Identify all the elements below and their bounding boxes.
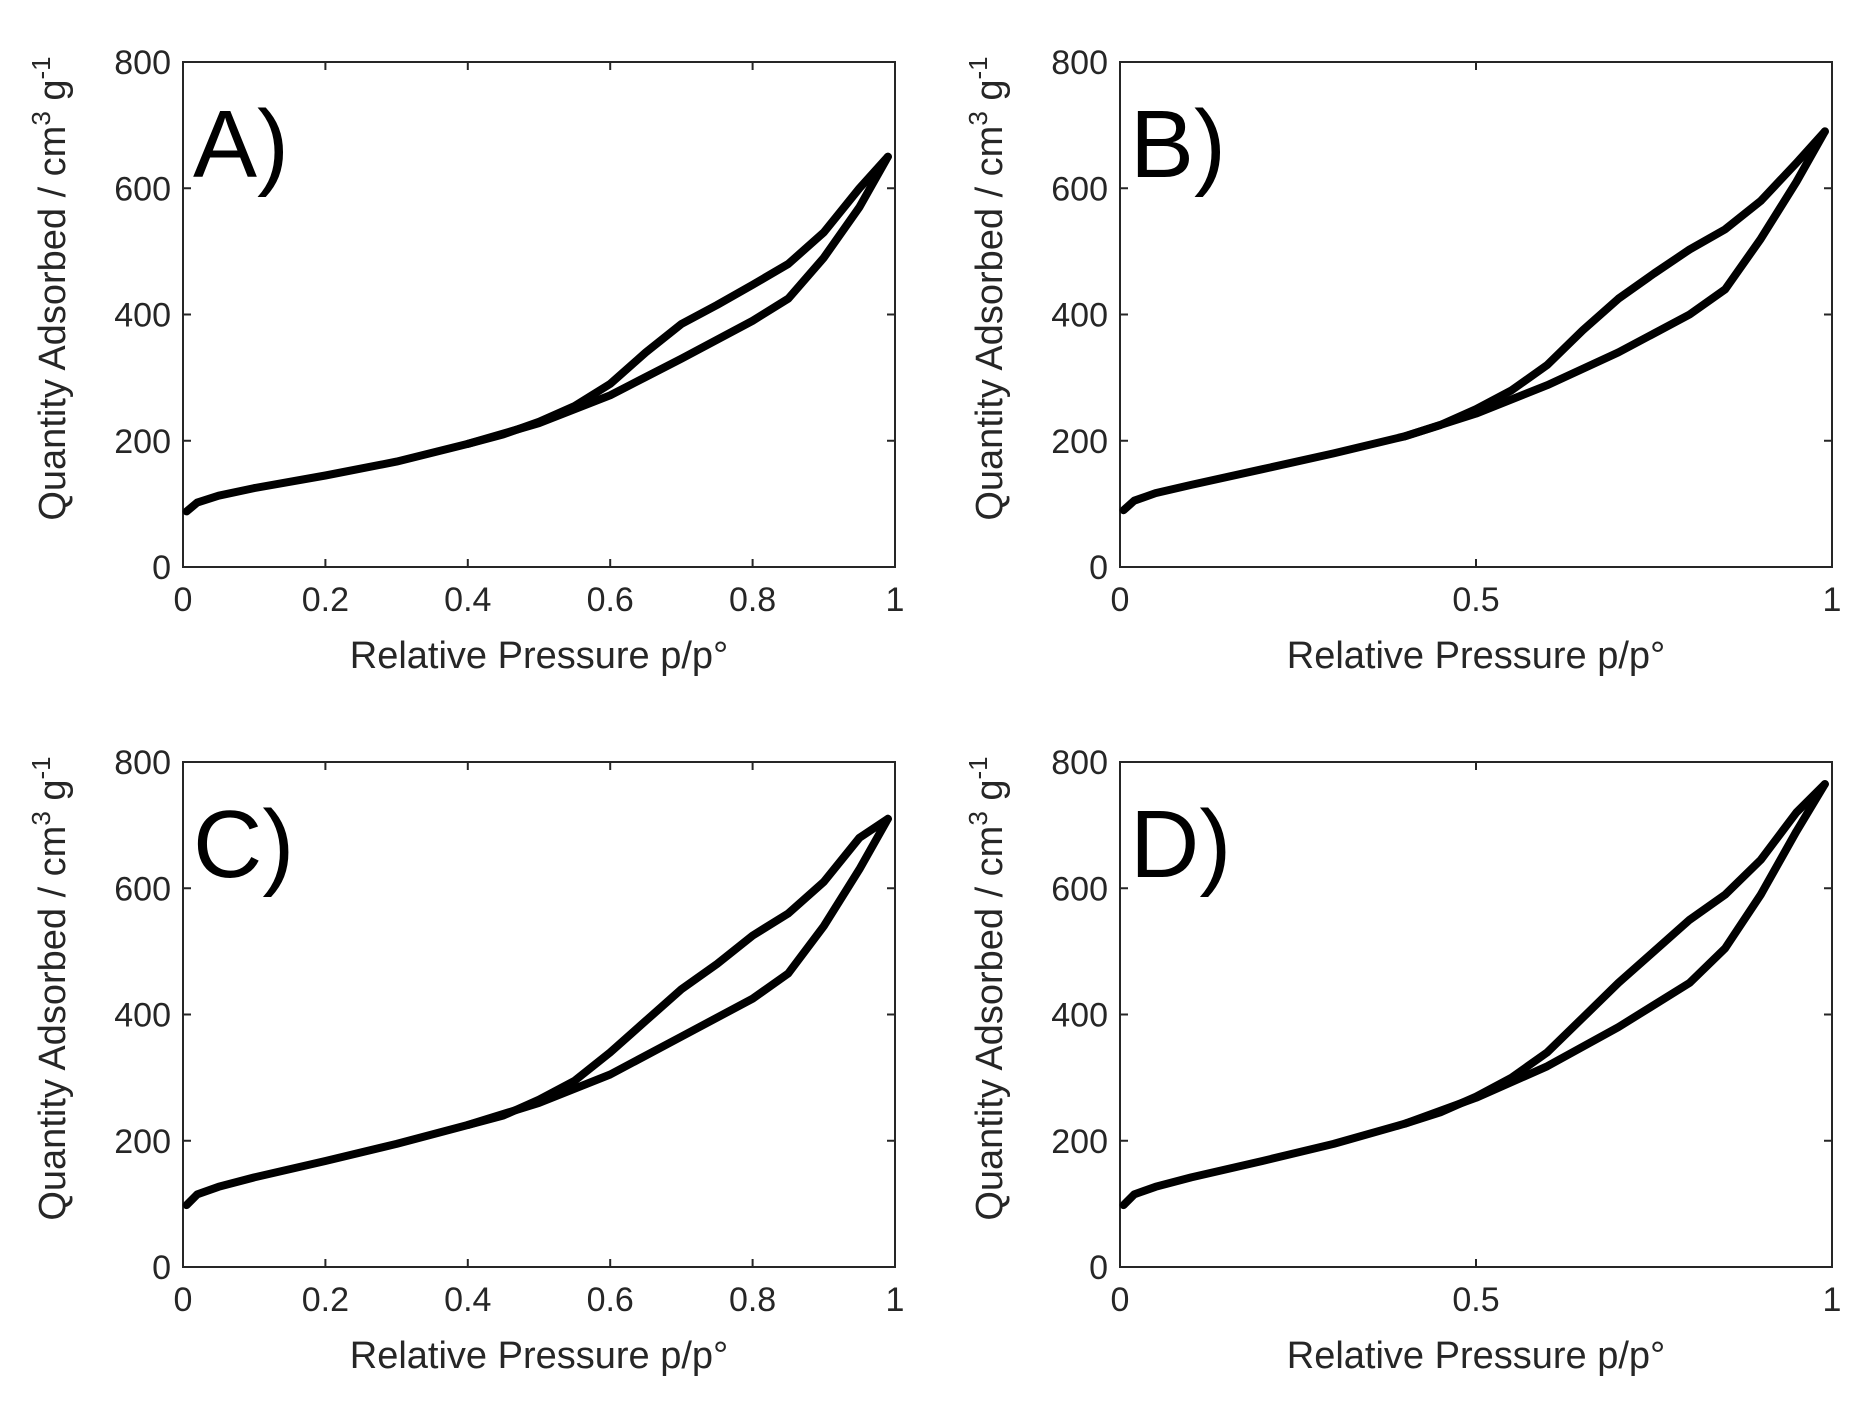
x-tick-label: 0 — [174, 1281, 193, 1319]
x-tick-label: 0 — [174, 581, 193, 619]
y-axis-label-main: Quantity Adsorbed / cm — [969, 126, 1011, 521]
desorption-series-line — [1400, 780, 1829, 1128]
y-tick-label: 800 — [114, 744, 171, 782]
x-tick-label: 0 — [1111, 581, 1130, 619]
x-tick-label: 0.5 — [1452, 1281, 1499, 1319]
y-axis-label-main: Quantity Adsorbed / cm — [32, 826, 74, 1221]
panel-label: D) — [1130, 791, 1231, 898]
y-axis-label-sup-neg1: -1 — [26, 756, 56, 779]
y-tick-label: 400 — [114, 997, 171, 1035]
desorption-series-line — [463, 814, 892, 1129]
y-tick-label: 200 — [114, 423, 171, 461]
y-axis-label-sup-neg1: -1 — [963, 56, 993, 79]
y-axis-label-sup-3: 3 — [963, 111, 993, 125]
y-axis-label-sup-3: 3 — [26, 811, 56, 825]
y-tick-label: 600 — [1051, 870, 1108, 908]
x-tick-label: 0.5 — [1452, 581, 1499, 619]
y-axis-label: Quantity Adsorbed / cm3 g-1 — [963, 56, 1011, 520]
y-axis-label-main: Quantity Adsorbed / cm — [32, 126, 74, 521]
adsorption-series-line — [1119, 127, 1829, 515]
x-axis-label: Relative Pressure p/p° — [1287, 1335, 1665, 1377]
y-axis-label-sup-3: 3 — [963, 811, 993, 825]
y-axis-label-unit: g — [969, 779, 1011, 811]
x-tick-label: 1 — [886, 581, 905, 619]
y-tick-label: 200 — [114, 1123, 171, 1161]
y-tick-label: 600 — [1051, 170, 1108, 208]
adsorption-series-line — [182, 152, 892, 516]
y-tick-label: 400 — [1051, 997, 1108, 1035]
desorption-series-line — [463, 152, 892, 448]
y-axis-label: Quantity Adsorbed / cm3 g-1 — [26, 56, 74, 520]
x-tick-label: 0.8 — [729, 581, 776, 619]
y-tick-label: 200 — [1051, 423, 1108, 461]
x-tick-label: 0.2 — [302, 1281, 349, 1319]
y-tick-label: 0 — [152, 549, 171, 587]
panel-d: 0 0.5 1 0 200 400 600 800 Relative Pressure p/p°… — [963, 744, 1841, 1377]
y-tick-label: 800 — [114, 44, 171, 82]
plot-frame — [182, 61, 896, 568]
x-tick-label: 1 — [886, 1281, 905, 1319]
plot-frame — [1119, 61, 1833, 568]
y-axis-label-sup-3: 3 — [26, 111, 56, 125]
y-tick-label: 400 — [114, 297, 171, 335]
x-axis-label: Relative Pressure p/p° — [1287, 635, 1665, 677]
x-tick-label: 0.8 — [729, 1281, 776, 1319]
x-axis-label: Relative Pressure p/p° — [350, 635, 728, 677]
y-axis-label: Quantity Adsorbed / cm3 g-1 — [26, 756, 74, 1220]
y-tick-label: 0 — [1089, 549, 1108, 587]
x-tick-label: 1 — [1823, 581, 1842, 619]
y-tick-label: 800 — [1051, 44, 1108, 82]
x-tick-label: 0.2 — [302, 581, 349, 619]
x-tick-label: 0.4 — [444, 1281, 491, 1319]
x-axis-label: Relative Pressure p/p° — [350, 1335, 728, 1377]
panel-label: C) — [193, 791, 294, 898]
y-axis-label-main: Quantity Adsorbed / cm — [969, 826, 1011, 1221]
x-tick-label: 0.6 — [587, 581, 634, 619]
y-axis-label-unit: g — [32, 779, 74, 811]
y-tick-label: 400 — [1051, 297, 1108, 335]
y-axis-label: Quantity Adsorbed / cm3 g-1 — [963, 756, 1011, 1220]
y-tick-label: 600 — [114, 170, 171, 208]
y-axis-label-unit: g — [969, 79, 1011, 111]
y-axis-label-unit: g — [32, 79, 74, 111]
panel-b: 0 0.5 1 0 200 400 600 800 Relative Pressure p/p°… — [963, 44, 1841, 677]
panel-label: B) — [1130, 91, 1226, 198]
y-axis-label-sup-neg1: -1 — [963, 756, 993, 779]
x-tick-label: 0.6 — [587, 1281, 634, 1319]
y-tick-label: 0 — [152, 1249, 171, 1287]
y-tick-label: 800 — [1051, 744, 1108, 782]
x-tick-label: 1 — [1823, 1281, 1842, 1319]
panel-a: 0 0.2 0.4 0.6 0.8 1 0 200 400 600 800 Relative Pres… — [26, 44, 904, 677]
y-axis-label-sup-neg1: -1 — [26, 56, 56, 79]
y-tick-label: 600 — [114, 870, 171, 908]
x-tick-label: 0 — [1111, 1281, 1130, 1319]
x-tick-label: 0.4 — [444, 581, 491, 619]
y-tick-label: 0 — [1089, 1249, 1108, 1287]
y-tick-label: 200 — [1051, 1123, 1108, 1161]
panel-c: 0 0.2 0.4 0.6 0.8 1 0 200 400 600 800 Relative Pres… — [26, 744, 904, 1377]
desorption-series-line — [1400, 127, 1829, 441]
panel-label: A) — [193, 91, 289, 198]
